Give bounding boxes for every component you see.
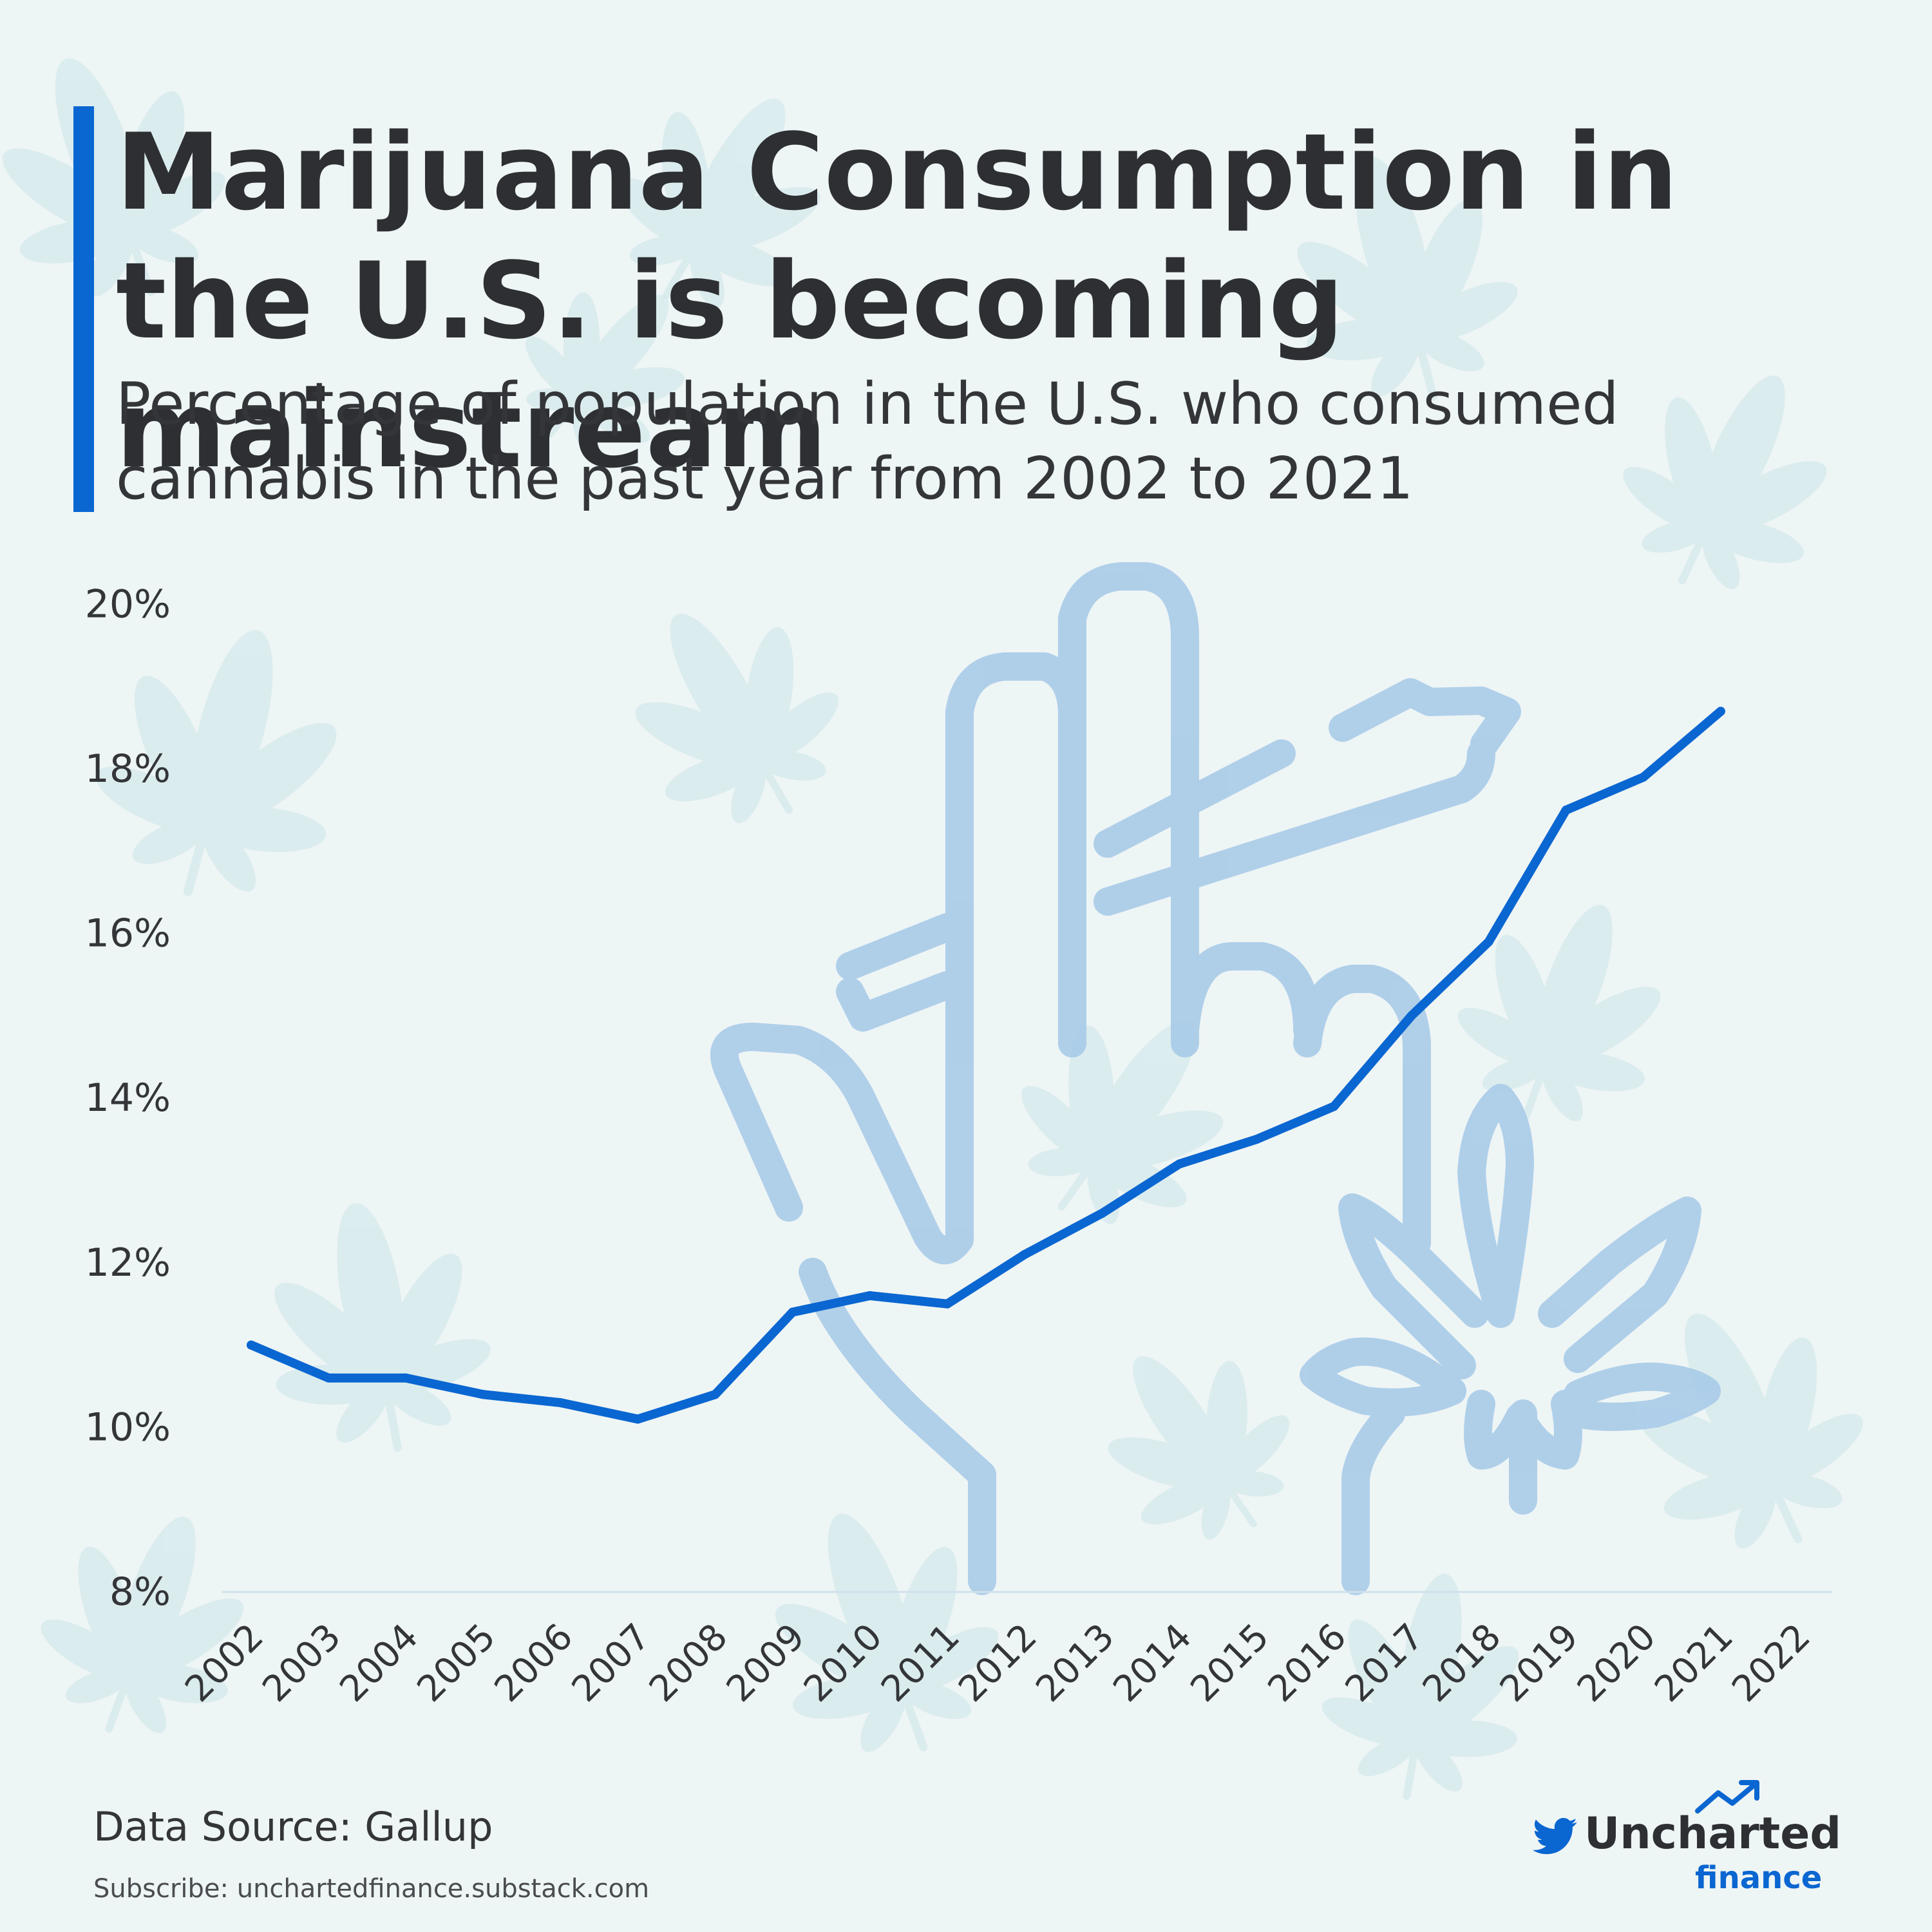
x-tick-label: 2020 bbox=[1569, 1616, 1664, 1710]
data-point bbox=[556, 1398, 565, 1408]
x-tick-label: 2002 bbox=[177, 1616, 272, 1710]
x-tick-label: 2004 bbox=[332, 1616, 426, 1710]
data-source: Data Source: Gallup bbox=[93, 1803, 493, 1850]
data-point bbox=[401, 1373, 411, 1383]
x-tick-label: 2017 bbox=[1338, 1616, 1432, 1710]
data-point bbox=[865, 1291, 875, 1300]
cannabis-leaf-icon bbox=[775, 1513, 999, 1752]
x-tick-label: 2015 bbox=[1182, 1616, 1277, 1710]
data-point bbox=[942, 1299, 952, 1309]
series-line bbox=[247, 706, 1725, 1424]
cannabis-leaf-icon bbox=[1297, 156, 1518, 401]
chart-subtitle: Percentage of population in the U.S. who… bbox=[116, 370, 1619, 513]
x-tick-label: 2010 bbox=[796, 1616, 891, 1710]
cannabis-leaf-icon bbox=[1108, 1356, 1290, 1540]
cannabis-leaf-icon bbox=[1638, 1313, 1863, 1549]
brand-logo: Uncharted finance bbox=[1520, 1777, 1880, 1906]
x-tick-label: 2005 bbox=[409, 1616, 504, 1710]
cannabis-leaf-icon bbox=[1623, 375, 1827, 590]
cannabis-leaf-icon bbox=[1021, 1020, 1224, 1224]
subscribe-link[interactable]: Subscribe: unchartedfinance.substack.com bbox=[93, 1874, 650, 1904]
data-point bbox=[1638, 772, 1648, 782]
hand-holding-joint-with-cannabis-leaf-icon bbox=[710, 562, 1721, 1595]
title-accent-bar bbox=[73, 106, 94, 512]
data-point bbox=[633, 1414, 643, 1424]
y-tick-label: 14% bbox=[85, 1075, 171, 1121]
x-tick-label: 2021 bbox=[1647, 1616, 1741, 1710]
cannabis-leaf-icon bbox=[274, 1203, 491, 1452]
cannabis-leaf-icon bbox=[2, 58, 226, 297]
x-tick-label: 2007 bbox=[564, 1616, 659, 1710]
data-point bbox=[1020, 1250, 1029, 1260]
x-tick-label: 2012 bbox=[951, 1616, 1045, 1710]
cannabis-leaf-icon bbox=[96, 630, 337, 896]
data-point bbox=[1406, 1011, 1416, 1021]
x-tick-label: 2003 bbox=[254, 1616, 349, 1710]
data-point bbox=[1484, 937, 1493, 947]
cannabis-leaf-icon bbox=[635, 613, 839, 824]
data-point bbox=[1561, 805, 1571, 815]
y-tick-label: 12% bbox=[85, 1240, 171, 1285]
twitter-icon[interactable] bbox=[1533, 1817, 1578, 1856]
cannabis-leaf-icon bbox=[616, 98, 820, 308]
trend-arrow-icon bbox=[1695, 1780, 1759, 1814]
cannabis-leaf-icon bbox=[526, 292, 685, 453]
x-tick-label: 2006 bbox=[487, 1616, 582, 1710]
y-tick-label: 8% bbox=[109, 1569, 171, 1615]
brand-sub: finance bbox=[1695, 1860, 1823, 1896]
y-tick-label: 10% bbox=[85, 1405, 171, 1450]
data-point bbox=[1175, 1159, 1184, 1169]
data-point bbox=[478, 1390, 488, 1399]
cannabis-leaf-icon bbox=[1457, 904, 1661, 1122]
y-tick-label: 20% bbox=[85, 582, 171, 627]
x-tick-label: 2014 bbox=[1105, 1616, 1200, 1710]
data-point bbox=[1329, 1101, 1339, 1111]
x-tick-label: 2019 bbox=[1492, 1616, 1587, 1710]
x-tick-label: 2013 bbox=[1028, 1616, 1122, 1710]
x-tick-label: 2008 bbox=[641, 1616, 736, 1710]
x-tick-label: 2011 bbox=[873, 1616, 968, 1710]
x-tick-label: 2018 bbox=[1415, 1616, 1510, 1710]
brand-name: Uncharted bbox=[1584, 1808, 1842, 1859]
data-point bbox=[247, 1340, 256, 1350]
data-point bbox=[324, 1373, 334, 1383]
y-tick-label: 16% bbox=[85, 911, 171, 956]
data-point bbox=[710, 1390, 720, 1399]
x-tick-label: 2016 bbox=[1260, 1616, 1355, 1710]
chart-title: Marijuana Consumption in the U.S. is bec… bbox=[116, 111, 1678, 491]
data-point bbox=[1097, 1209, 1107, 1218]
data-point bbox=[1252, 1135, 1262, 1144]
cannabis-leaf-icon bbox=[1321, 1573, 1519, 1800]
data-point bbox=[1716, 706, 1725, 716]
x-tick-label: 2022 bbox=[1724, 1616, 1819, 1710]
x-tick-label: 2009 bbox=[719, 1616, 813, 1710]
y-tick-label: 18% bbox=[85, 746, 171, 791]
data-point bbox=[788, 1307, 797, 1317]
cannabis-leaf-icon bbox=[41, 1516, 244, 1734]
